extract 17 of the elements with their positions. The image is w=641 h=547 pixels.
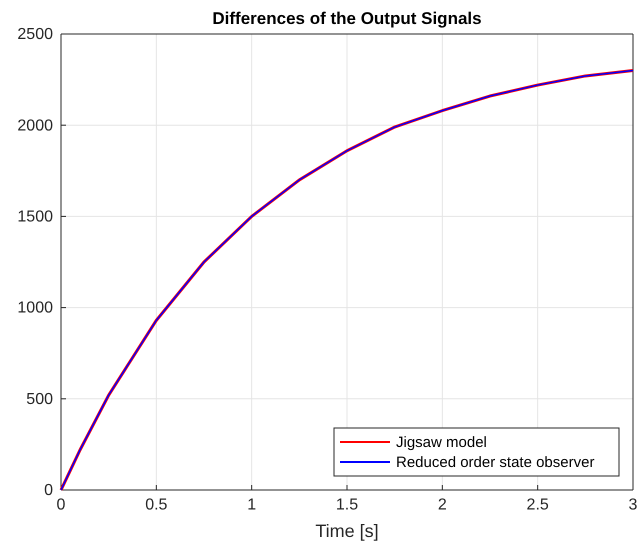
- chart-title: Differences of the Output Signals: [212, 9, 482, 28]
- legend-label: Reduced order state observer: [396, 454, 594, 471]
- y-tick-label: 1000: [17, 300, 54, 317]
- y-tick-label: 2500: [17, 26, 54, 44]
- x-tick-label: 1: [247, 496, 256, 514]
- legend-label: Jigsaw model: [396, 434, 487, 451]
- x-tick-label: 0: [56, 496, 66, 514]
- y-tick-label: 2000: [17, 117, 54, 134]
- x-tick-label: 1.5: [336, 496, 358, 514]
- x-tick-label: 2.5: [526, 496, 549, 514]
- y-tick-label: 1500: [17, 208, 54, 226]
- y-tick-label: 0: [44, 482, 54, 500]
- x-tick-label: 3: [628, 496, 638, 514]
- y-tick-label: 500: [26, 390, 54, 408]
- x-axis-title: Time [s]: [315, 521, 379, 541]
- x-tick-label: 0.5: [145, 496, 168, 514]
- x-tick-label: 2: [438, 496, 447, 514]
